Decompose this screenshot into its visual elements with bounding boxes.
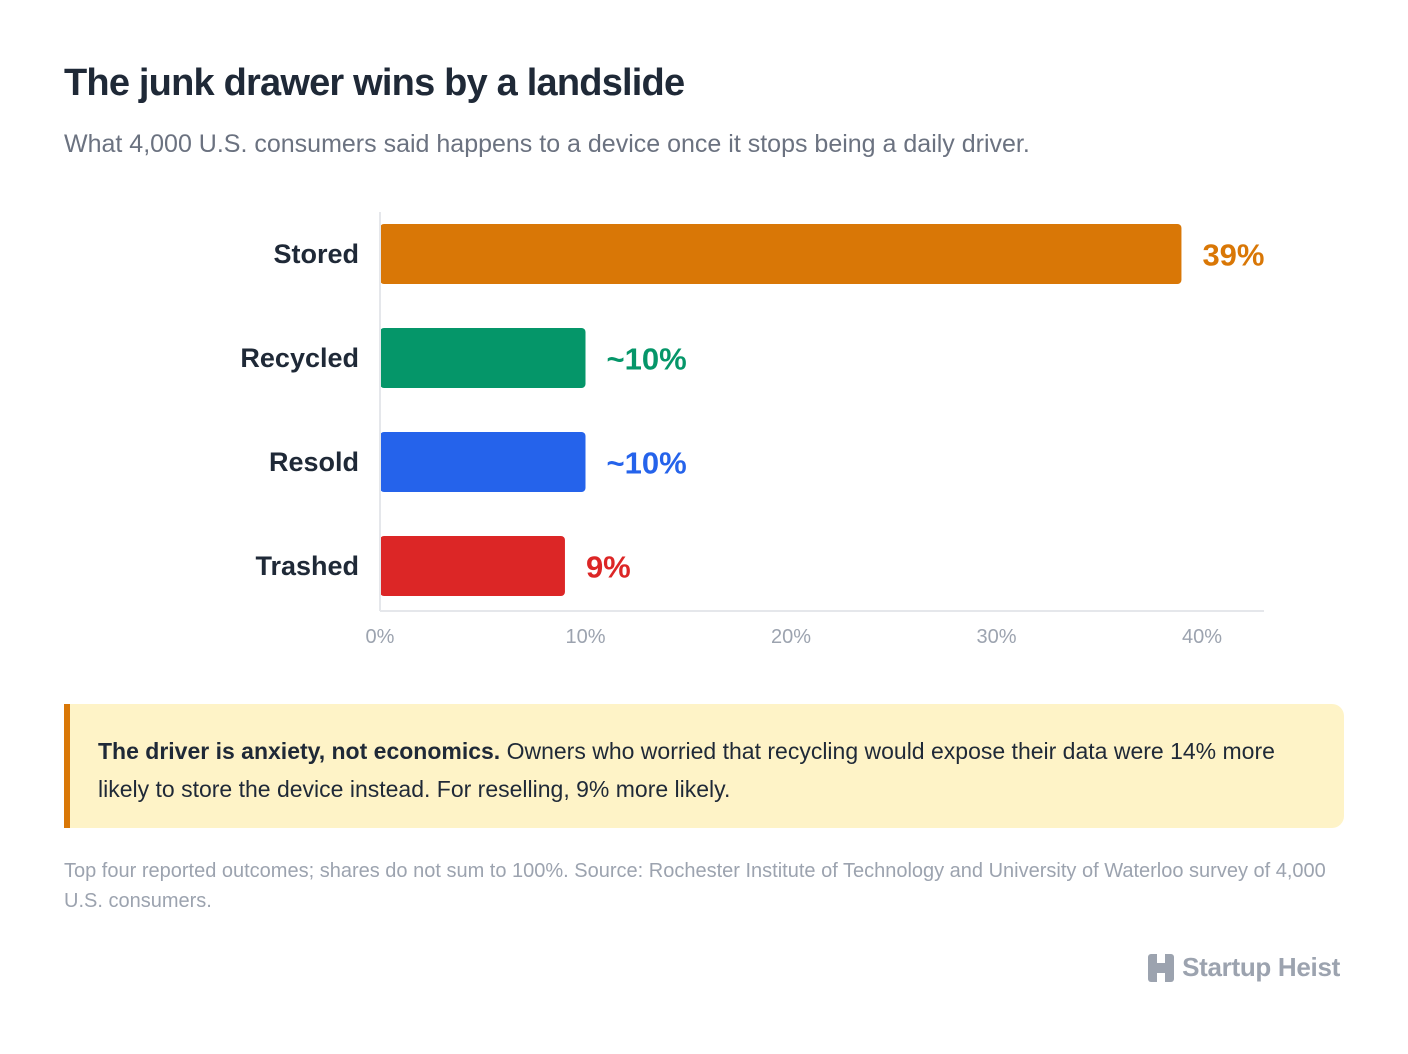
- x-tick-label: 20%: [771, 626, 811, 648]
- bar-resold: [380, 432, 586, 492]
- category-label: Stored: [273, 239, 359, 269]
- category-label: Recycled: [240, 343, 359, 373]
- bar-chart: Stored 39% Recycled ~10% Resold ~10% Trashed 9%…: [240, 212, 1264, 648]
- h-logo-icon: [1148, 953, 1175, 982]
- brand-name: Startup Heist: [1182, 952, 1340, 982]
- value-label: 9%: [586, 550, 631, 585]
- brand-logo: Startup Heist: [1148, 952, 1340, 983]
- chart-title: The junk drawer wins by a landslide: [64, 62, 685, 104]
- x-tick-label: 40%: [1182, 626, 1222, 648]
- category-label: Trashed: [255, 551, 359, 581]
- callout-body: Owners who worried that recycling would …: [98, 738, 1275, 802]
- x-tick-label: 10%: [565, 626, 605, 648]
- bar-trashed: [380, 536, 565, 596]
- bars-layer: Stored 39% Recycled ~10% Resold ~10% Trashed 9%: [240, 224, 1264, 596]
- insight-callout: The driver is anxiety, not economics. Ow…: [64, 704, 1344, 828]
- value-label: ~10%: [607, 342, 687, 377]
- bar-stored: [380, 224, 1182, 284]
- chart-subtitle: What 4,000 U.S. consumers said happens t…: [64, 130, 1030, 158]
- category-label: Resold: [269, 447, 359, 477]
- source-footnote: Top four reported outcomes; shares do no…: [64, 860, 1326, 912]
- bar-recycled: [380, 328, 586, 388]
- x-tick-label: 0%: [366, 626, 395, 648]
- axis-layer: 0% 10% 20% 30% 40%: [366, 212, 1264, 648]
- x-tick-label: 30%: [976, 626, 1016, 648]
- callout-lead: The driver is anxiety, not economics.: [98, 738, 501, 764]
- value-label: 39%: [1202, 238, 1264, 273]
- value-label: ~10%: [607, 446, 687, 481]
